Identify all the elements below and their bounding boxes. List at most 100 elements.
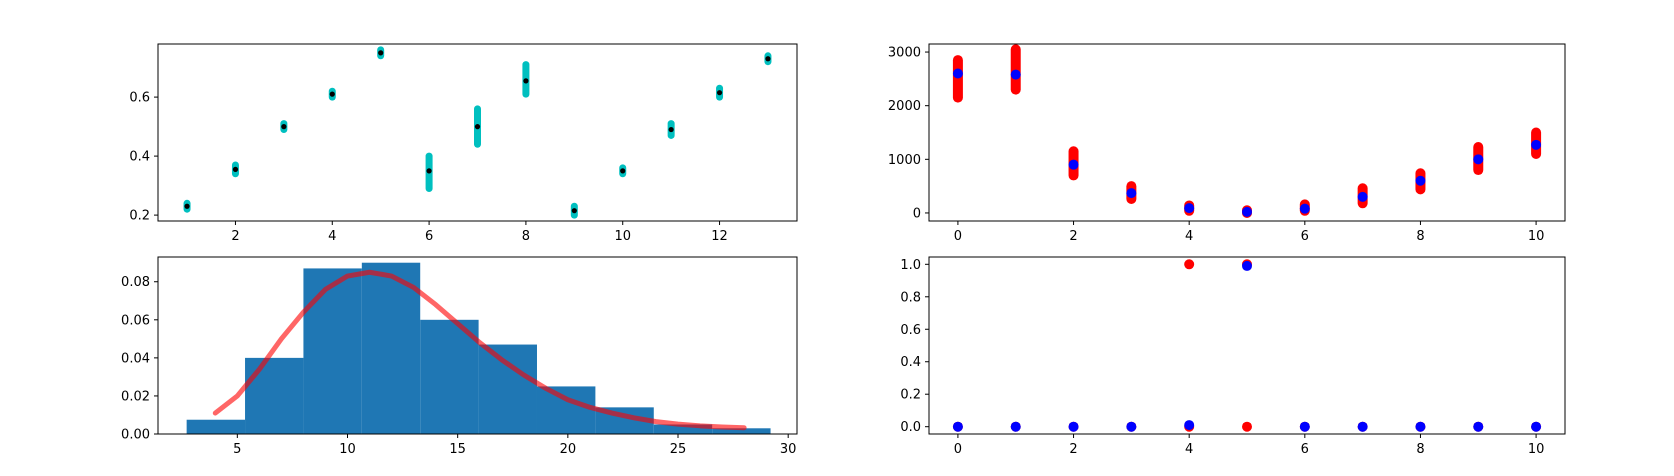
mean-point [426, 168, 432, 174]
mean-point [1068, 421, 1079, 432]
mean-point [1473, 421, 1484, 432]
x-tick-label: 0 [954, 229, 962, 244]
histogram-bar [245, 357, 304, 434]
mean-point [1299, 421, 1310, 432]
mean-point [474, 124, 481, 130]
mean-point [1473, 154, 1484, 165]
axes-frame [157, 43, 798, 222]
histogram-bar [653, 424, 713, 434]
mean-point [668, 126, 674, 133]
histogram-bar [303, 268, 362, 434]
mean-point [1010, 421, 1021, 432]
x-tick-label: 5 [233, 442, 241, 457]
x-tick-label: 8 [1416, 442, 1424, 457]
mean-point [1184, 420, 1195, 431]
y-tick-label: 0.06 [121, 313, 150, 328]
x-tick-label: 6 [1301, 229, 1309, 244]
axes-frame [928, 256, 1566, 435]
x-tick-label: 10 [614, 229, 631, 244]
mean-point [1184, 203, 1195, 214]
pdf-curve-line [212, 269, 747, 431]
mean-point [1242, 260, 1252, 271]
mean-point [1299, 203, 1310, 214]
sample-point-column [1010, 44, 1021, 95]
y-tick-label: 0.04 [121, 351, 150, 366]
x-tick-label: 2 [231, 229, 239, 244]
x-tick-label: 6 [1301, 442, 1309, 457]
mean-point [232, 166, 239, 172]
y-tick-label: 0.6 [129, 91, 150, 106]
histogram-bar [186, 419, 246, 434]
sample-point [1184, 259, 1195, 270]
mean-point [765, 56, 771, 62]
mean-point [523, 78, 529, 84]
x-tick-label: 25 [670, 442, 687, 457]
histogram-bar [420, 319, 479, 434]
mean-point [952, 68, 963, 79]
x-tick-label: 8 [1416, 229, 1424, 244]
mean-point [329, 91, 335, 97]
y-tick-label: 0.00 [121, 428, 150, 443]
histogram-bar [712, 428, 771, 434]
x-tick-label: 4 [1185, 442, 1193, 457]
x-tick-label: 6 [425, 229, 433, 244]
y-tick-label: 0.08 [121, 275, 150, 290]
x-tick-label: 10 [1528, 442, 1545, 457]
sample-point [1242, 421, 1252, 432]
y-tick-label: 1.0 [900, 258, 921, 273]
mean-point [716, 90, 723, 96]
histogram-bar [536, 386, 596, 434]
x-tick-label: 2 [1069, 229, 1077, 244]
panel-top-left-scatter: 2 4 6 8 10 12 0.2 0.4 0.6 [129, 43, 798, 244]
x-tick-label: 20 [560, 442, 577, 457]
mean-point [1531, 139, 1542, 150]
panel-top-right-scatter: 0 2 4 6 8 10 0 1000 2000 3000 [888, 43, 1566, 244]
mean-point [620, 168, 626, 174]
x-tick-label: 30 [780, 442, 797, 457]
panel-bottom-right-scatter: 0 2 4 6 8 10 0.0 0.2 0.4 0.6 0.8 1.0 [900, 256, 1566, 457]
y-tick-label: 0.0 [900, 420, 921, 435]
x-tick-label: 4 [328, 229, 336, 244]
sample-point-column [952, 55, 963, 103]
histogram-bar [478, 344, 537, 434]
x-tick-label: 0 [954, 442, 962, 457]
y-tick-label: 0.4 [900, 355, 921, 370]
mean-point [184, 203, 190, 209]
x-tick-label: 10 [339, 442, 356, 457]
y-tick-label: 0.4 [129, 150, 150, 165]
x-tick-label: 15 [449, 442, 466, 457]
y-tick-label: 3000 [888, 46, 921, 61]
axes-frame [157, 256, 798, 435]
mean-point [1415, 175, 1426, 186]
histogram-bar [361, 262, 421, 434]
mean-point [378, 50, 384, 56]
y-tick-label: 0.2 [900, 388, 921, 403]
mean-point [1357, 191, 1368, 202]
x-tick-label: 10 [1528, 229, 1545, 244]
mean-point [1415, 421, 1426, 432]
y-tick-label: 1000 [888, 153, 921, 168]
y-tick-label: 0.6 [900, 323, 921, 338]
x-tick-label: 12 [711, 229, 728, 244]
y-tick-label: 0.02 [121, 389, 150, 404]
mean-point [1531, 421, 1542, 432]
y-tick-label: 0.2 [129, 209, 150, 224]
mean-point [952, 421, 963, 432]
mean-point [1068, 159, 1079, 170]
mean-point [1010, 69, 1021, 80]
mean-point [571, 208, 577, 214]
mean-point [1126, 188, 1137, 199]
panel-bottom-left-histogram: 5 10 15 20 25 30 0.00 0.02 0.04 0.06 0.08 [121, 256, 798, 457]
y-tick-label: 0 [913, 206, 921, 221]
x-tick-label: 8 [522, 229, 530, 244]
mean-point [281, 124, 287, 130]
y-tick-label: 2000 [888, 99, 921, 114]
x-tick-label: 4 [1185, 229, 1193, 244]
mean-point [1242, 206, 1252, 217]
mean-point [1357, 421, 1368, 432]
y-tick-label: 0.8 [900, 290, 921, 305]
mean-point [1126, 421, 1137, 432]
axes-frame [928, 43, 1566, 222]
x-tick-label: 2 [1069, 442, 1077, 457]
